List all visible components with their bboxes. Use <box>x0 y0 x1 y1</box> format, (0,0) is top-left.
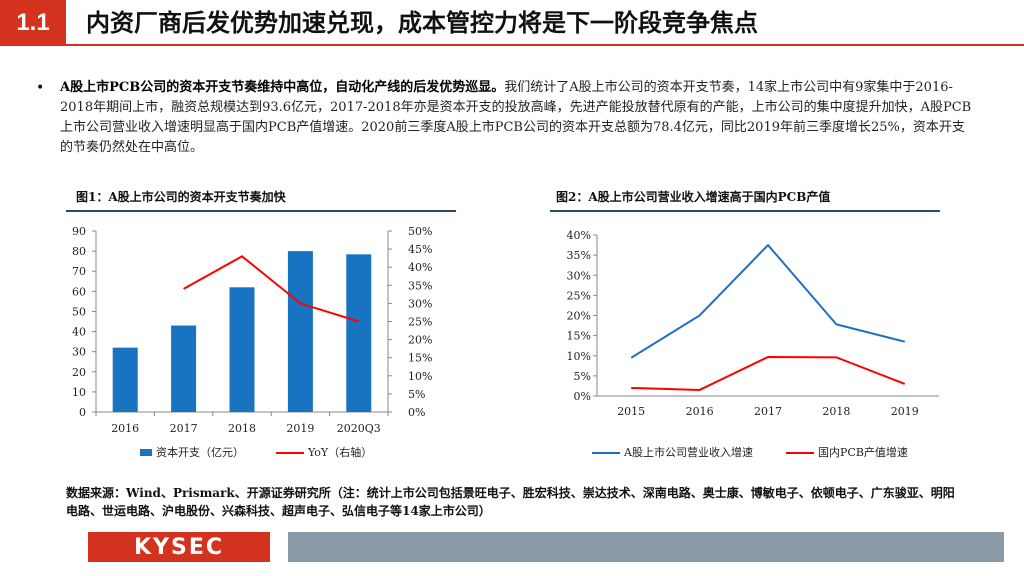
figure2-title: 图2：A股上市公司营业收入增速高于国内PCB产值 <box>556 190 831 204</box>
data-source-note: 数据来源：Wind、Prismark、开源证券研究所（注：统计上市公司包括景旺电… <box>66 486 955 518</box>
chart1-legend-bar-swatch <box>140 449 152 456</box>
chart1-bar <box>171 325 197 412</box>
chart2-legend-label-revenue: A股上市公司营业收入增速 <box>623 445 753 459</box>
title-divider <box>66 44 1024 46</box>
chart1-bar <box>229 287 255 412</box>
chart1-left-tick-label: 70 <box>72 265 86 278</box>
figure1-title-rule <box>66 210 456 212</box>
chart2-revenue-growth-line <box>630 243 906 359</box>
chart2-y-tick-label: 20% <box>567 310 591 323</box>
chart1-x-tick-label: 2016 <box>111 422 139 435</box>
chart1-right-tick-label: 20% <box>408 334 432 347</box>
figure2-title-rule <box>550 210 940 212</box>
chart2-x-tick-label: 2019 <box>891 405 919 418</box>
chart2-y-tick-label: 15% <box>567 330 591 343</box>
chart1-right-tick-label: 0% <box>408 406 425 419</box>
chart2-y-tick-label: 35% <box>567 249 591 262</box>
footer-bar <box>288 532 1004 562</box>
chart1-left-tick-label: 90 <box>72 225 86 238</box>
chart1-yoy-line <box>183 255 360 323</box>
chart2-y-tick-label: 0% <box>574 390 591 403</box>
chart1-left-tick-label: 40 <box>72 326 86 339</box>
chart2-x-tick-label: 2017 <box>754 405 782 418</box>
chart1-legend-bar-label: 资本开支（亿元） <box>156 445 244 459</box>
body-paragraph: A股上市PCB公司的资本开支节奏维持中高位，自动化产线的后发优势巡显。我们统计了… <box>60 78 972 158</box>
chart1-left-tick-label: 80 <box>72 245 86 258</box>
chart1-bar <box>112 347 138 412</box>
chart1-x-tick-label: 2017 <box>170 422 198 435</box>
chart2-y-tick-label: 30% <box>567 269 591 282</box>
chart1-right-tick-label: 35% <box>408 279 432 292</box>
body-text: 我们统计了A股上市公司的资本开支节奏，14家上市公司中有9家集中于2016-20… <box>60 80 972 155</box>
chart2-y-tick-label: 40% <box>567 229 591 242</box>
chart1-legend-line-label: YoY（右轴） <box>307 445 372 459</box>
chart1-right-tick-label: 30% <box>408 297 432 310</box>
chart1-right-tick-label: 45% <box>408 243 432 256</box>
chart1-left-tick-label: 10 <box>72 386 86 399</box>
bullet-marker: • <box>36 80 45 96</box>
chart2-y-tick-label: 10% <box>567 350 591 363</box>
chart1-right-tick-label: 40% <box>408 261 432 274</box>
section-number: 1.1 <box>0 0 66 46</box>
chart1-right-tick-label: 5% <box>408 388 425 401</box>
chart1-left-tick-label: 20 <box>72 366 86 379</box>
page-title: 内资厂商后发优势加速兑现，成本管控力将是下一阶段竞争焦点 <box>86 9 758 37</box>
chart1-x-tick-label: 2019 <box>286 422 314 435</box>
chart1-x-tick-label: 2018 <box>228 422 256 435</box>
body-bold-lead: A股上市PCB公司的资本开支节奏维持中高位，自动化产线的后发优势巡显。 <box>60 80 505 95</box>
chart2-y-tick-label: 25% <box>567 289 591 302</box>
chart2-y-tick-label: 5% <box>574 370 591 383</box>
chart1-right-tick-label: 10% <box>408 370 432 383</box>
chart1-right-tick-label: 50% <box>408 225 432 238</box>
chart1-x-tick-label: 2020Q3 <box>337 422 381 435</box>
chart1-left-tick-label: 0 <box>79 406 86 419</box>
chart1-right-tick-label: 15% <box>408 352 432 365</box>
chart1-left-tick-label: 60 <box>72 285 86 298</box>
chart1-left-tick-label: 30 <box>72 346 86 359</box>
figure1-title: 图1：A股上市公司的资本开支节奏加快 <box>76 190 286 204</box>
chart2-x-tick-label: 2015 <box>617 405 645 418</box>
chart1-right-tick-label: 25% <box>408 316 432 329</box>
chart1-left-tick-label: 50 <box>72 305 86 318</box>
chart2-x-tick-label: 2016 <box>686 405 714 418</box>
chart2-legend-label-pcb: 国内PCB产值增速 <box>818 445 908 459</box>
chart1-bar <box>287 251 313 412</box>
kysec-logo: KYSEC <box>88 532 270 562</box>
chart2-pcb-output-growth-line <box>631 355 906 391</box>
chart1-bar <box>346 254 372 412</box>
chart2-x-tick-label: 2018 <box>822 405 850 418</box>
